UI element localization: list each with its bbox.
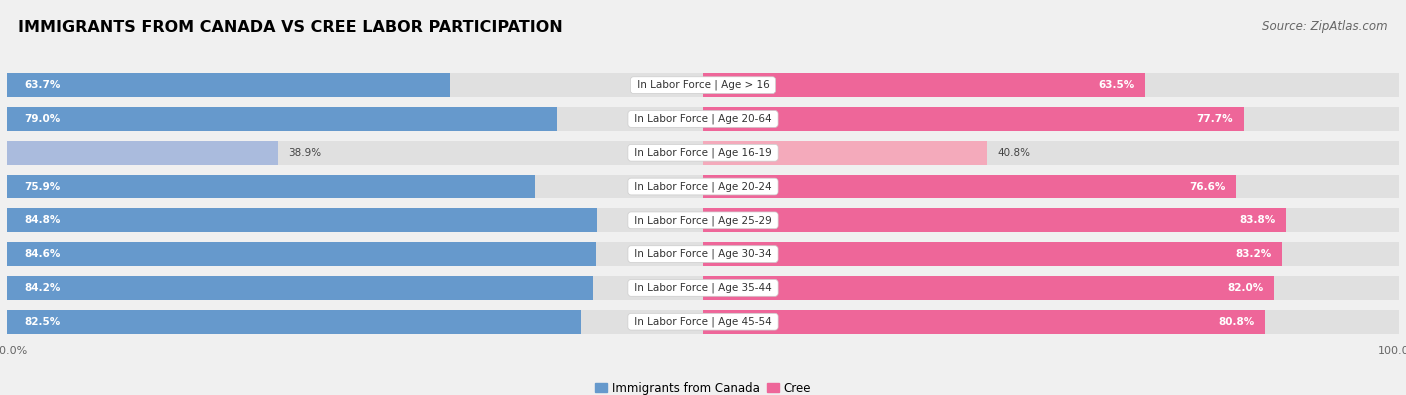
Bar (703, 141, 987, 165)
Text: 76.6%: 76.6% (1189, 182, 1226, 192)
Bar (703, 107, 1244, 131)
Text: 77.7%: 77.7% (1197, 114, 1233, 124)
Text: 63.5%: 63.5% (1098, 80, 1135, 90)
Text: 83.2%: 83.2% (1236, 249, 1271, 259)
Bar (703, 310, 1265, 333)
Bar (7, 141, 278, 165)
Bar (7, 209, 1399, 232)
Bar (703, 276, 1274, 300)
Bar (7, 175, 536, 198)
Bar (7, 310, 581, 333)
Text: 82.5%: 82.5% (24, 317, 60, 327)
Text: In Labor Force | Age > 16: In Labor Force | Age > 16 (634, 80, 772, 90)
Bar (7, 276, 1399, 300)
Bar (703, 73, 1144, 97)
Text: 84.8%: 84.8% (24, 215, 60, 225)
Text: In Labor Force | Age 20-24: In Labor Force | Age 20-24 (631, 181, 775, 192)
Text: In Labor Force | Age 45-54: In Labor Force | Age 45-54 (631, 316, 775, 327)
Legend: Immigrants from Canada, Cree: Immigrants from Canada, Cree (591, 377, 815, 395)
Text: 38.9%: 38.9% (288, 148, 322, 158)
Text: In Labor Force | Age 16-19: In Labor Force | Age 16-19 (631, 147, 775, 158)
Text: 75.9%: 75.9% (24, 182, 60, 192)
Bar (7, 242, 1399, 266)
Text: In Labor Force | Age 30-34: In Labor Force | Age 30-34 (631, 249, 775, 260)
Text: In Labor Force | Age 20-64: In Labor Force | Age 20-64 (631, 114, 775, 124)
Bar (703, 175, 1236, 198)
Bar (7, 175, 1399, 198)
Text: In Labor Force | Age 25-29: In Labor Force | Age 25-29 (631, 215, 775, 226)
Text: 79.0%: 79.0% (24, 114, 60, 124)
Bar (7, 209, 598, 232)
Text: 40.8%: 40.8% (997, 148, 1031, 158)
Text: 84.2%: 84.2% (24, 283, 60, 293)
Bar (7, 276, 593, 300)
Bar (7, 73, 1399, 97)
Bar (7, 73, 450, 97)
Bar (7, 107, 1399, 131)
Bar (7, 310, 1399, 333)
Text: 82.0%: 82.0% (1227, 283, 1263, 293)
Bar (7, 242, 596, 266)
Bar (703, 242, 1282, 266)
Text: Source: ZipAtlas.com: Source: ZipAtlas.com (1263, 20, 1388, 33)
Bar (703, 209, 1286, 232)
Bar (7, 107, 557, 131)
Text: 84.6%: 84.6% (24, 249, 60, 259)
Bar (7, 141, 1399, 165)
Text: 83.8%: 83.8% (1240, 215, 1275, 225)
Text: 80.8%: 80.8% (1219, 317, 1256, 327)
Text: In Labor Force | Age 35-44: In Labor Force | Age 35-44 (631, 283, 775, 293)
Text: 63.7%: 63.7% (24, 80, 60, 90)
Text: IMMIGRANTS FROM CANADA VS CREE LABOR PARTICIPATION: IMMIGRANTS FROM CANADA VS CREE LABOR PAR… (18, 20, 562, 35)
